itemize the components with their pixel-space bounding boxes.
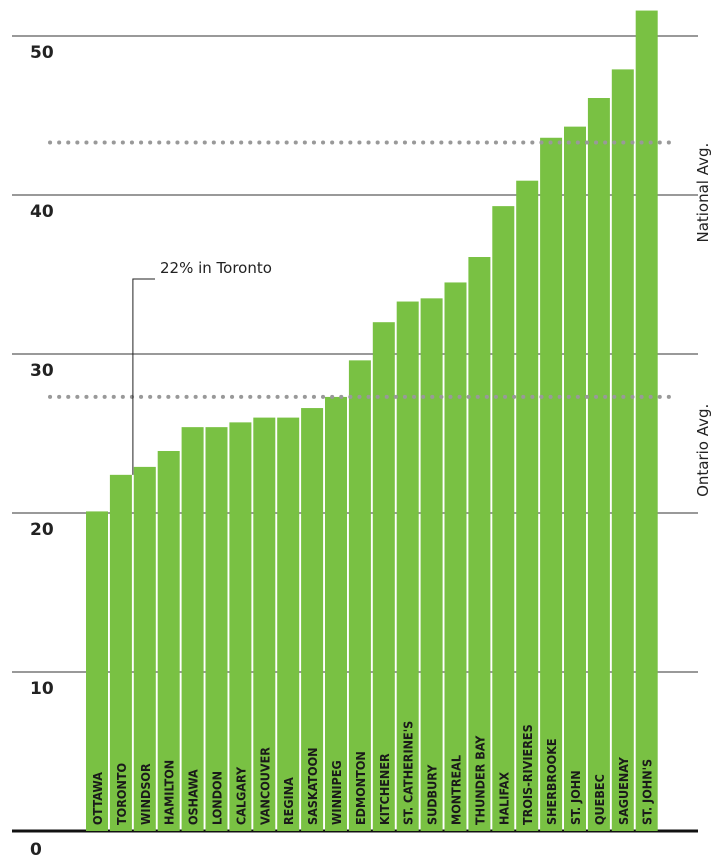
category-label: ST. JOHN (568, 770, 583, 825)
reference-lines: National Avg. Ontario Avg. (48, 140, 712, 497)
category-label: ST. CATHERINE'S (401, 721, 416, 825)
bar (277, 417, 300, 831)
category-label: QUEBEC (592, 774, 607, 825)
category-label: WINNIPEG (329, 760, 344, 825)
annotation-leader (132, 278, 155, 475)
bar (564, 126, 586, 831)
category-label: SAGUENAY (616, 756, 631, 825)
bar (86, 511, 108, 831)
bar (611, 69, 634, 831)
y-tick-labels: 0 10 20 30 40 50 (30, 43, 54, 860)
category-label: KITCHENER (377, 753, 392, 825)
category-label: MONTREAL (449, 755, 464, 825)
bar (109, 474, 132, 831)
bar (205, 427, 228, 831)
category-labels: OTTAWA TORONTO WINDSOR HAMILTON OSHAWA LONDON… (90, 721, 655, 825)
bar (157, 450, 180, 831)
bars (86, 10, 658, 832)
bar (372, 322, 395, 831)
category-label: OSHAWA (186, 769, 201, 825)
bar (468, 257, 491, 831)
reference-label: National Avg. (694, 143, 712, 243)
bar (587, 98, 610, 831)
y-tick-label: 30 (30, 361, 54, 381)
annotation-text: 22% in Toronto (160, 259, 272, 277)
reference-label: Ontario Avg. (694, 404, 712, 497)
bar (301, 408, 324, 831)
bar (540, 137, 563, 831)
category-label: OTTAWA (90, 772, 105, 825)
category-label: SHERBROOKE (544, 738, 559, 825)
annotation: 22% in Toronto (132, 259, 272, 475)
y-tick-label: 0 (30, 840, 42, 860)
bar (325, 396, 347, 831)
bar (253, 417, 276, 831)
category-label: ST. JOHN'S (640, 759, 655, 825)
category-label: LONDON (210, 771, 225, 825)
y-tick-label: 40 (30, 202, 54, 222)
bar (396, 301, 419, 831)
bar (420, 298, 443, 832)
y-tick-label: 50 (30, 43, 54, 63)
category-label: CALGARY (233, 766, 248, 825)
bar (635, 10, 658, 832)
category-label: THUNDER BAY (472, 735, 487, 825)
category-label: TROIS-RIVIERES (520, 724, 535, 825)
category-label: SUDBURY (425, 764, 440, 825)
category-label: HALIFAX (496, 772, 511, 825)
category-label: TORONTO (114, 763, 129, 825)
bar (181, 427, 204, 831)
category-label: SASKATOON (305, 747, 320, 825)
category-label: HAMILTON (162, 760, 177, 825)
bar (133, 466, 156, 831)
bar (229, 422, 252, 831)
category-label: VANCOUVER (257, 747, 272, 825)
bar (348, 360, 371, 831)
bar (516, 180, 539, 831)
category-label: EDMONTON (353, 751, 368, 825)
y-tick-label: 20 (30, 520, 54, 540)
y-tick-label: 10 (30, 679, 54, 699)
bar (492, 206, 515, 831)
category-label: REGINA (281, 777, 296, 825)
bar (444, 282, 467, 831)
category-label: WINDSOR (138, 763, 153, 825)
